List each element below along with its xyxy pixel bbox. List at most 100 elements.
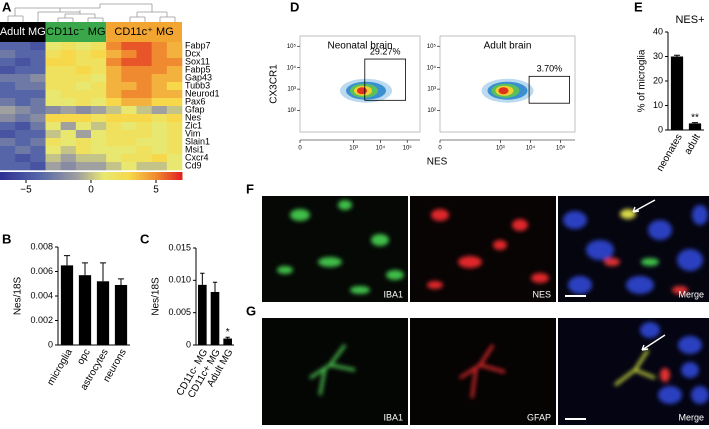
heatmap-cell [91,146,107,155]
error-bar [691,122,699,124]
heatmap-cell [30,146,46,155]
colorbar-segment [66,172,71,180]
heatmap-cell [151,58,168,67]
heatmap-cell [45,90,61,99]
heatmap-cell [91,90,107,99]
colorbar-segment [21,172,25,180]
colorbar-segment [175,172,180,180]
heatmap-cell [151,162,168,171]
arrow [632,199,656,213]
y-axis-label: CX3CR1 [269,64,280,104]
significance: ** [691,112,699,123]
heatmap-cell [0,66,16,75]
heatmap-cell [106,162,122,171]
heatmap-cell [0,114,16,123]
heatmap-cell [106,42,122,51]
arrow [641,334,666,351]
heatmap-cell [106,50,122,59]
y-tick-label: 40 [653,26,663,36]
heatmap-cell [75,106,92,115]
heatmap-cell [30,42,46,51]
colorbar-segment [142,172,147,180]
plot-title: Adult brain [484,41,532,52]
heatmap-cell [60,98,77,107]
heatmap-cell [75,74,92,83]
colorbar-segment [169,172,174,180]
heatmap-cell [166,114,183,123]
heatmap-cell [166,58,183,67]
plot-frame [299,35,421,133]
heatmap-cell [45,82,61,91]
heatmap-cell [136,74,152,83]
heatmap-cell [91,50,107,59]
heatmap-cell [91,106,107,115]
heatmap-cell [121,122,137,131]
heatmap-cell [60,146,77,155]
heatmap-cell [45,146,61,155]
heatmap-cell [106,90,122,99]
heatmap-cell [45,106,61,115]
y-tick-label: 10² [287,108,296,114]
colorbar-segment [87,172,92,180]
heatmap-cell [166,50,183,59]
y-tick-label: 10³ [287,87,296,93]
dendrogram [7,3,176,22]
x-tick-label: 10³ [349,146,358,152]
x-tick-label: 0 [298,146,302,152]
heatmap-cell [0,58,16,67]
heatmap-cell [30,58,46,67]
colorbar-segment [106,172,110,180]
colorbar-segment [75,172,80,180]
row-label: Neurod1 [185,88,220,98]
heatmap-cell [45,154,61,163]
heatmap-cell [30,98,46,107]
heatmap-cell [60,90,77,99]
heatmap-cell [60,122,77,131]
group-header [45,22,107,42]
colorbar-segment [81,172,86,180]
colorbar-segment [24,172,28,180]
colorbar-segment [12,172,16,180]
row-label: Gfap [185,104,205,114]
error-bar [225,336,230,339]
heatmap-cell [75,50,92,59]
heatmap-cell [151,90,168,99]
heatmap-cell [0,90,16,99]
heatmap-cell [30,130,46,139]
y-tick-label: 0.004 [30,290,53,300]
row-label: Msi1 [185,144,204,154]
panel-label: A [2,0,12,14]
x-tick-label: 10⁴ [376,145,386,152]
heatmap-cell [136,154,152,163]
heatmap-cell [136,122,152,131]
row-label: Cxcr4 [185,152,209,162]
heatmap-cell [0,82,16,91]
y-tick-label: 0.006 [30,266,53,276]
heatmap-cell [15,146,31,155]
colorbar-segment [139,172,144,180]
heatmap-cell [30,106,46,115]
y-tick-label: 10⁵ [287,43,297,50]
y-tick-label: 0 [48,339,53,349]
heatmap-cell [30,114,46,123]
colorbar-segment [42,172,46,180]
heatmap-cell [106,130,122,139]
heatmap-cell [91,66,107,75]
heatmap-cell [30,154,46,163]
stain [309,344,356,396]
heatmap-cell [106,154,122,163]
heatmap-cell [15,162,31,171]
heatmap-cell [75,146,92,155]
heatmap-cell [151,146,168,155]
heatmap-cell [30,138,46,147]
colorbar-segment [133,172,137,180]
bar [78,275,92,345]
colorbar-segment [54,172,59,180]
heatmap-cell [45,130,61,139]
colorbar-segment [15,172,19,180]
heatmap-cell [151,114,168,123]
heatmap-cell [136,42,152,51]
heatmap-cell [45,122,61,131]
colorbar-segment [30,172,34,180]
